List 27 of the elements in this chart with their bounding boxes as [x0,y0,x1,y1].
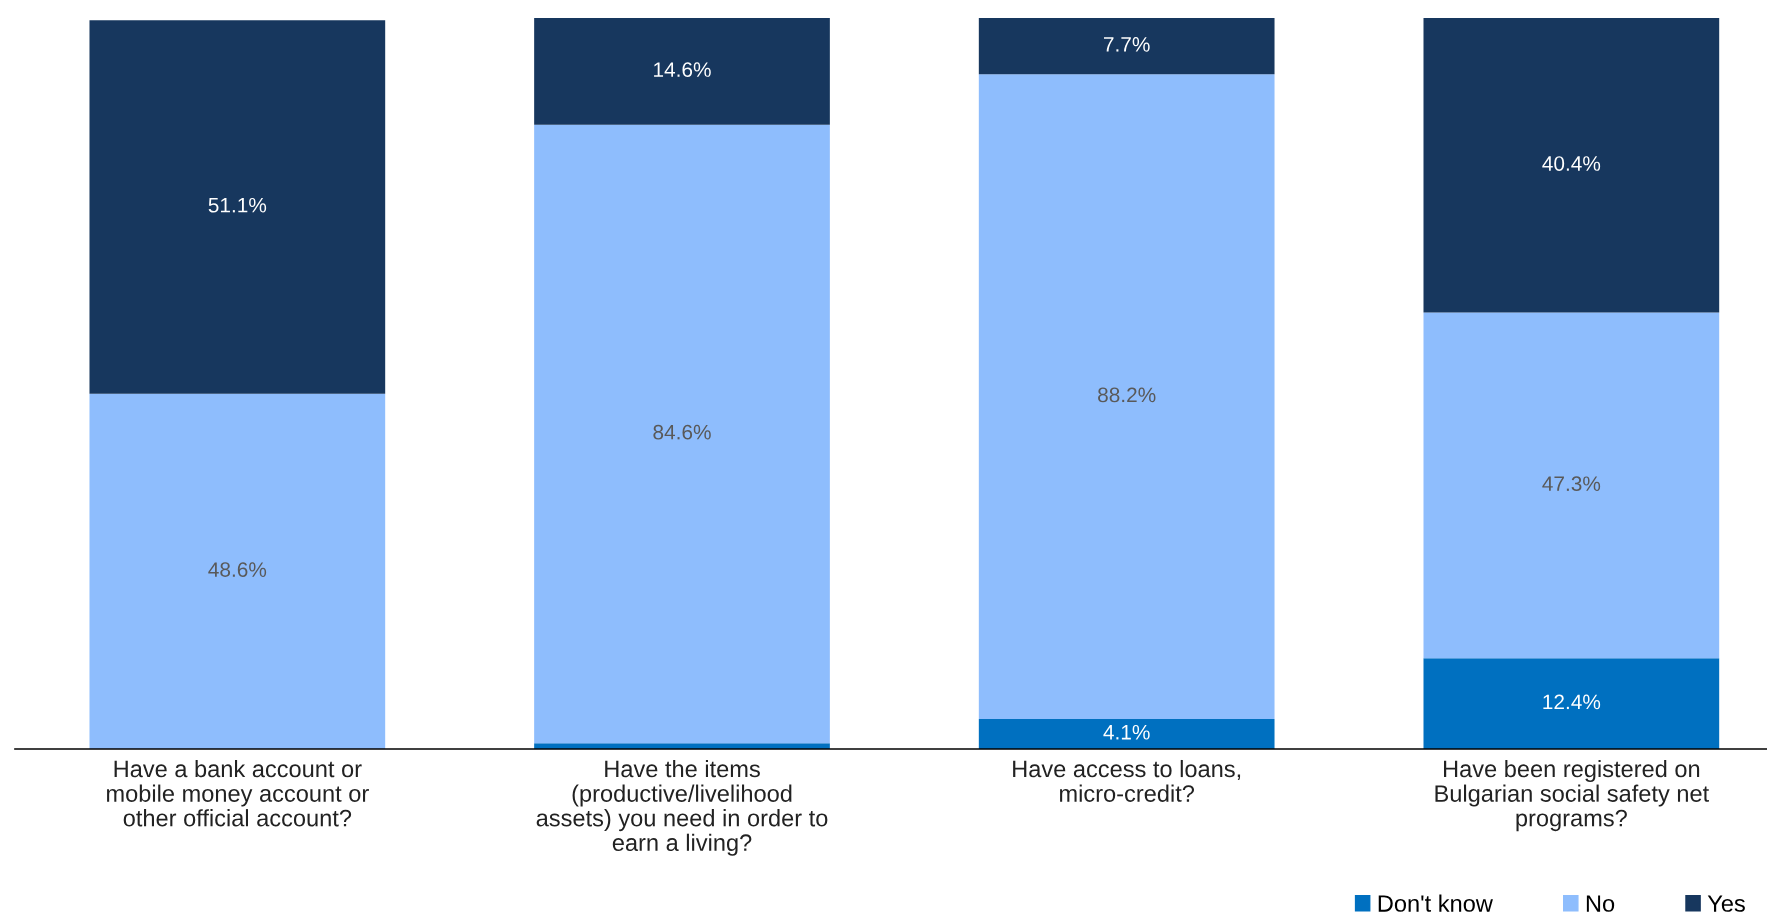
data-label: 88.2% [1098,387,1156,403]
data-label: 48.6% [208,562,267,577]
x-tick-label: Have the items (productive/livelihood assets) you need in order to earn a living? [536,759,828,856]
data-label: 12.4% [1543,694,1601,710]
data-label: 4.1% [1103,724,1150,740]
bar [534,18,830,125]
data-label: 47.3% [1542,476,1601,492]
bar [1423,18,1720,313]
x-tick-label: Have access to loans, micro-credit? [1013,759,1241,802]
x-tick-label: Have been registered on Bulgarian social safety net programs? [1435,759,1709,832]
data-label: 84.6% [653,424,711,440]
bar [534,124,830,744]
bar [89,20,386,394]
bar [978,18,1275,75]
legend-label: Don't know [1378,894,1493,912]
bar [1423,658,1720,749]
x-tick-label: Have a bank account or mobile money account or other official account? [107,759,369,827]
legend-label: No [1586,895,1615,912]
bar [978,719,1275,749]
data-label: 51.1% [208,197,267,213]
bar [978,74,1275,720]
data-label: 7.7% [1104,37,1150,52]
bar [1423,312,1720,659]
bar [89,393,386,749]
data-label: 40.4% [1542,156,1601,171]
legend-label: Yes [1707,895,1745,912]
data-label: 14.6% [654,62,711,77]
